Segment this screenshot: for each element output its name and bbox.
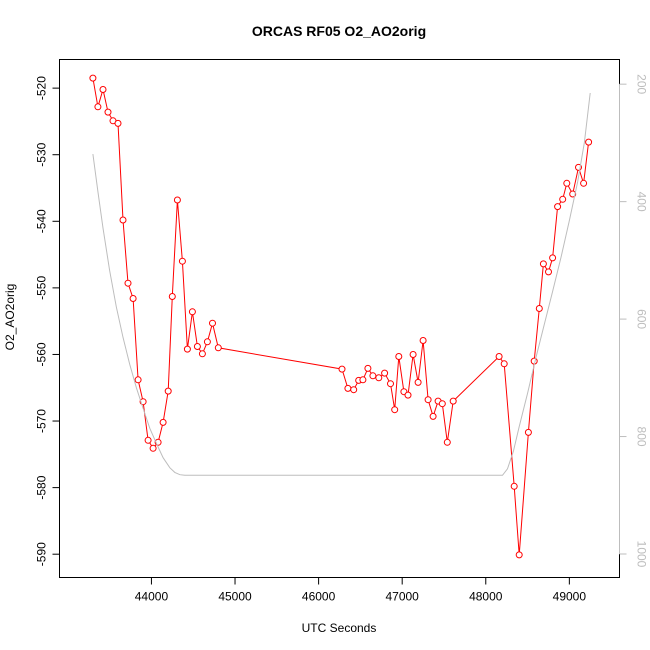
data-point <box>404 391 412 399</box>
y-axis: -520 -530 -540 -550 -560 -570 -580 -590 <box>35 76 60 566</box>
data-point <box>569 190 577 198</box>
data-point <box>159 418 167 426</box>
x-tick-label: 46000 <box>302 590 336 604</box>
data-point <box>375 374 383 382</box>
data-point <box>344 384 352 392</box>
y-tick-label: -550 <box>35 276 49 300</box>
data-point <box>183 345 191 353</box>
data-point <box>495 353 503 360</box>
data-point <box>124 279 132 287</box>
data-point <box>89 74 97 82</box>
y-tick-label: -520 <box>35 76 49 100</box>
data-point <box>193 343 201 350</box>
data-point <box>539 260 547 268</box>
y-tick-label: -570 <box>35 409 49 433</box>
data-point <box>395 353 403 360</box>
data-point <box>94 103 102 111</box>
data-point <box>409 351 417 358</box>
y2-tick-label: 200 <box>635 74 649 94</box>
y-axis-label: O2_AO2orig <box>3 284 17 351</box>
data-point <box>559 195 567 203</box>
data-point <box>510 482 518 490</box>
data-point <box>500 360 508 368</box>
data-point <box>429 412 437 420</box>
data-point <box>114 119 122 127</box>
data-point <box>585 138 593 146</box>
data-point <box>424 396 432 404</box>
data-point <box>119 216 127 224</box>
y2-tick-label: 800 <box>635 427 649 447</box>
y-tick-label: -560 <box>35 342 49 366</box>
data-point <box>535 305 543 312</box>
data-point <box>549 254 557 262</box>
y2-tick-label: 1000 <box>635 541 649 568</box>
data-point <box>580 179 588 187</box>
data-point <box>134 376 142 384</box>
data-point <box>168 293 176 300</box>
plot-frame <box>59 59 620 578</box>
data-point <box>104 108 112 116</box>
data-point <box>524 428 532 436</box>
data-point <box>188 308 196 316</box>
y2-tick-label: 400 <box>635 192 649 212</box>
data-point <box>391 406 399 414</box>
data-point <box>144 436 152 444</box>
data-point <box>173 196 181 204</box>
y-tick-label: -540 <box>35 209 49 233</box>
series-layer <box>89 74 593 559</box>
data-point <box>129 295 137 302</box>
x-tick-label: 47000 <box>385 590 419 604</box>
data-point <box>419 337 427 344</box>
x-axis: 44000 45000 46000 47000 48000 49000 <box>135 577 587 604</box>
data-point <box>443 438 451 446</box>
y-tick-label: -590 <box>35 542 49 566</box>
y-tick-label: -530 <box>35 142 49 166</box>
secondary-series-line <box>92 92 591 476</box>
chart-title: ORCAS RF05 O2_AO2orig <box>252 23 426 39</box>
data-point <box>203 338 211 346</box>
data-point <box>350 386 358 394</box>
data-point <box>387 380 394 388</box>
data-point <box>438 400 446 408</box>
data-point <box>515 551 523 559</box>
data-point <box>149 444 157 452</box>
data-point <box>178 257 186 265</box>
data-point <box>554 203 562 211</box>
data-point <box>198 350 206 358</box>
data-point <box>164 387 172 395</box>
data-point <box>369 372 377 380</box>
data-point <box>99 86 107 93</box>
data-point <box>381 369 389 377</box>
data-point <box>545 268 552 276</box>
data-point <box>209 319 216 327</box>
data-point <box>214 344 222 352</box>
x-tick-label: 45000 <box>218 590 252 604</box>
data-point <box>359 376 367 384</box>
data-point <box>364 364 372 372</box>
x-tick-label: 49000 <box>553 590 587 604</box>
y2-tick-label: 600 <box>635 309 649 329</box>
data-point <box>563 179 571 187</box>
data-point <box>449 397 457 405</box>
x-tick-label: 44000 <box>135 590 169 604</box>
y-tick-label: -580 <box>35 475 49 499</box>
x-axis-label: UTC Seconds <box>302 621 377 635</box>
x-tick-label: 48000 <box>469 590 503 604</box>
secondary-y-axis: 200 400 600 800 1000 <box>619 74 649 568</box>
data-point <box>414 378 422 386</box>
data-point <box>338 365 346 373</box>
